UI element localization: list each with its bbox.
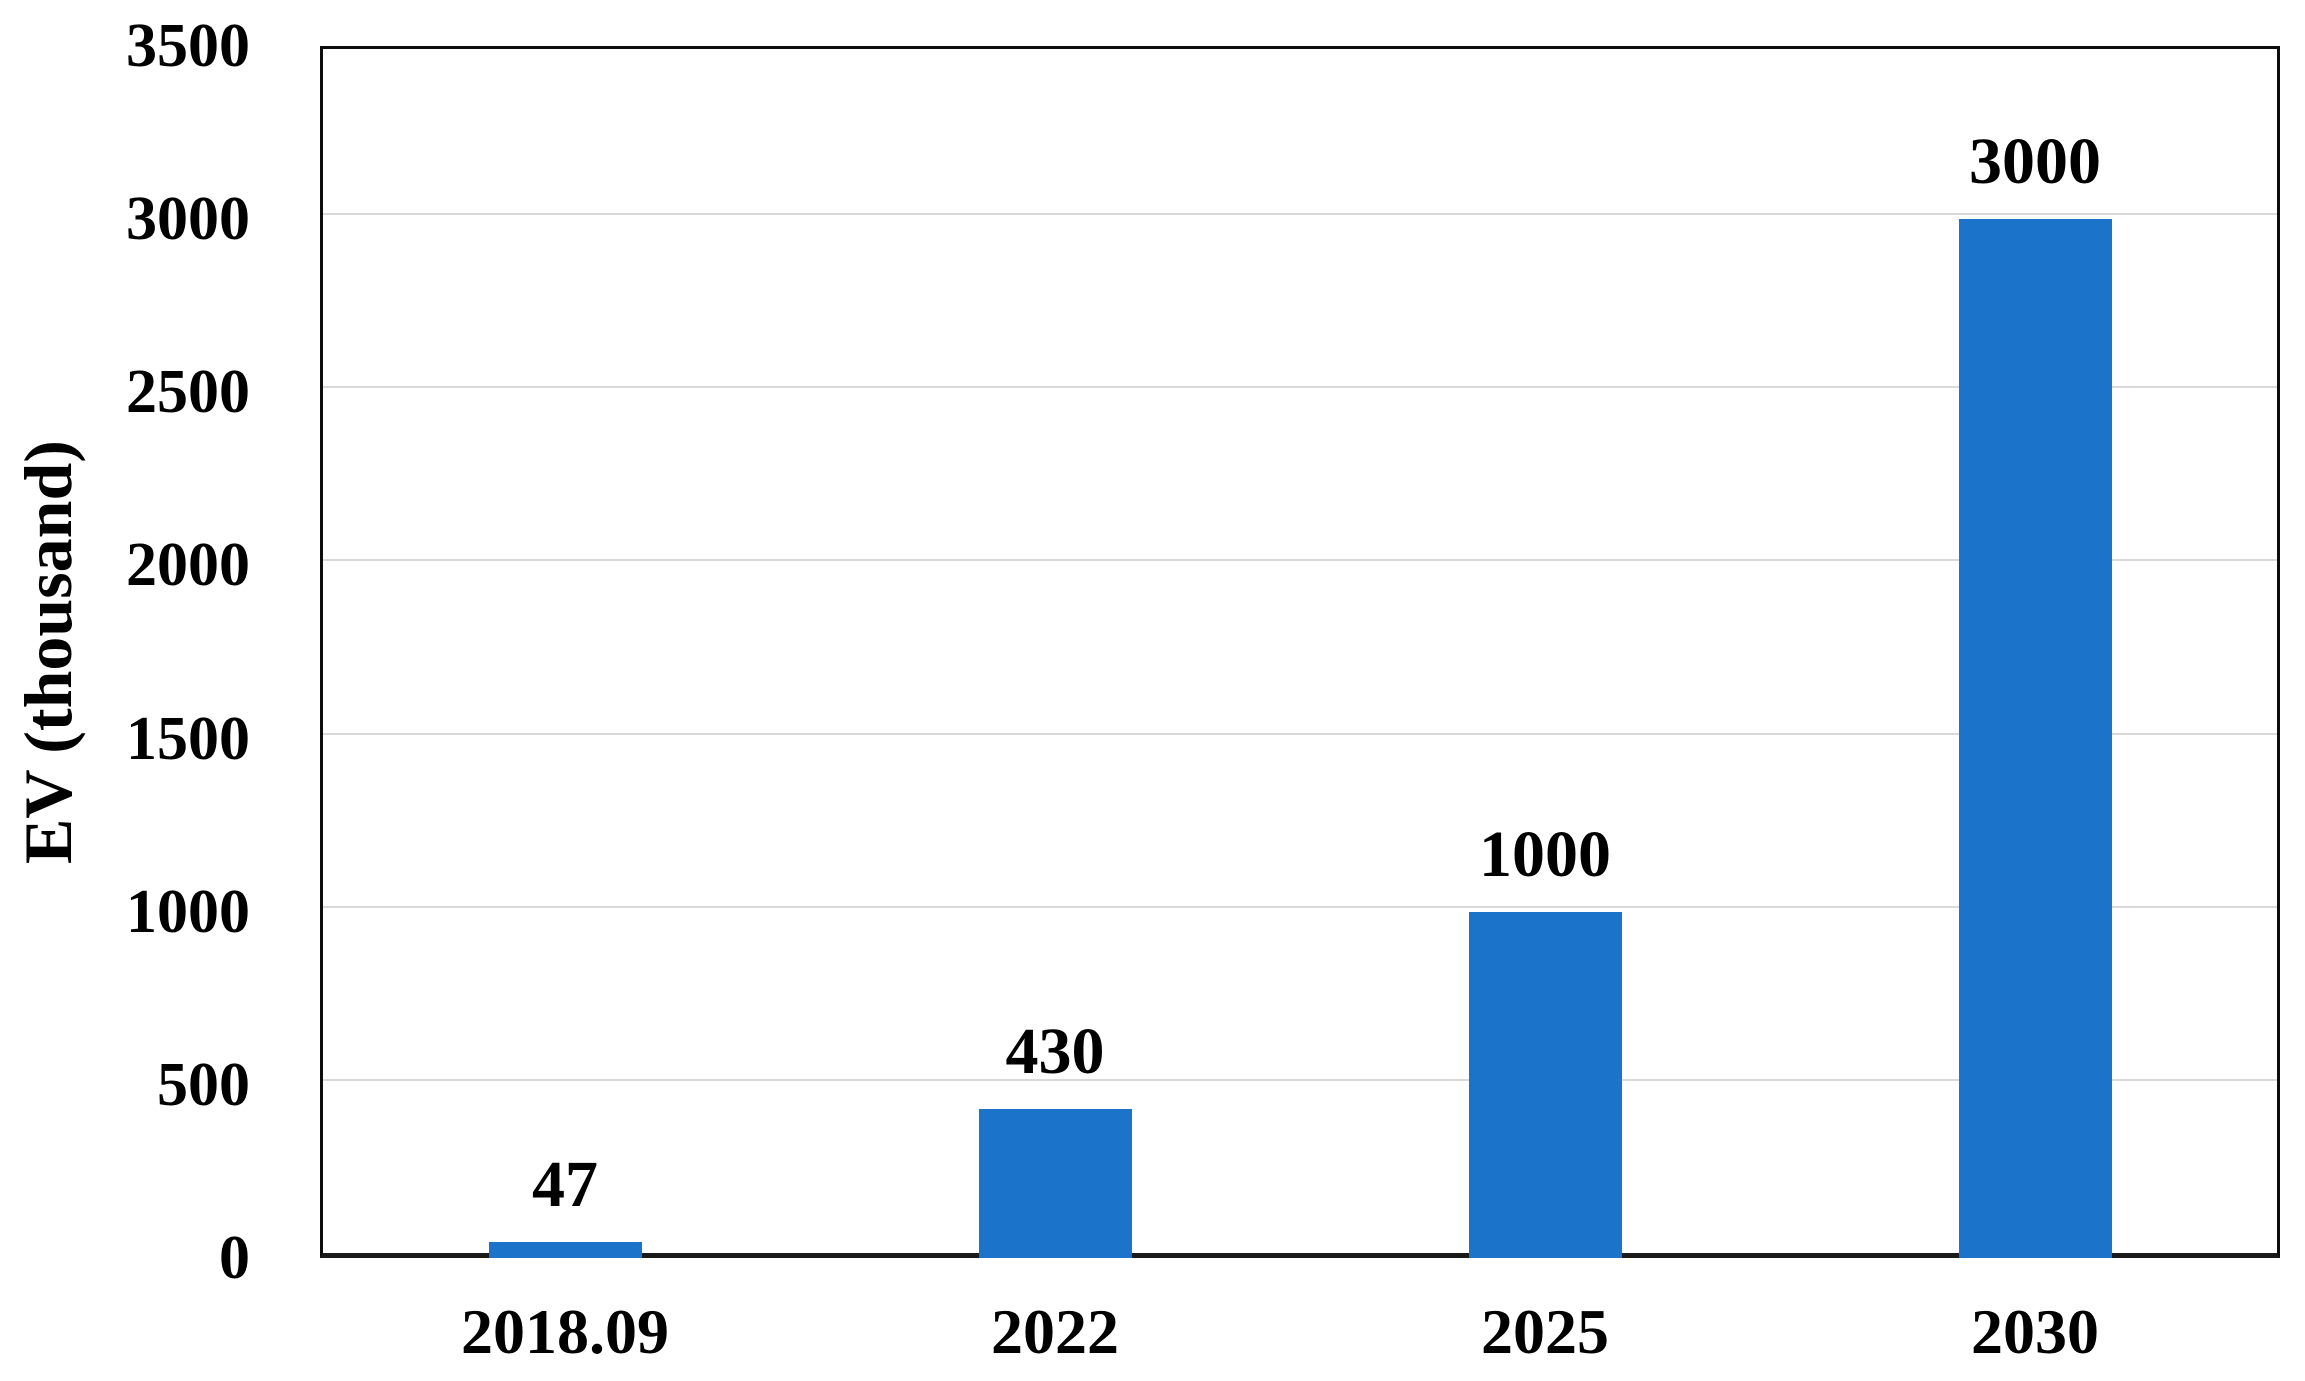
- bar-value-label-2025: 1000: [1479, 817, 1611, 891]
- x-tick-label-2022: 2022: [991, 1296, 1119, 1367]
- bar-2018.09: [488, 1241, 642, 1258]
- bar-value-label-2022: 430: [1005, 1015, 1105, 1089]
- y-axis-title-text: EV (thousand): [10, 440, 86, 864]
- y-tick-label-1000: 1000: [126, 877, 250, 946]
- bar-2030: [1958, 219, 2112, 1258]
- gridline-2500: [323, 386, 2277, 389]
- x-tick-label-2018.09: 2018.09: [461, 1296, 669, 1367]
- bar-2025: [1468, 911, 1622, 1258]
- gridline-3000: [323, 213, 2277, 216]
- gridline-2000: [323, 559, 2277, 562]
- x-tick-label-2025: 2025: [1481, 1296, 1609, 1367]
- bar-value-label-2030: 3000: [1969, 125, 2101, 199]
- y-tick-label-1500: 1500: [126, 704, 250, 773]
- y-tick-label-3000: 3000: [126, 185, 250, 254]
- y-tick-label-500: 500: [157, 1050, 250, 1119]
- bar-value-label-2018.09: 47: [532, 1147, 598, 1221]
- gridline-1000: [323, 905, 2277, 908]
- gridline-500: [323, 1078, 2277, 1081]
- y-tick-label-3500: 3500: [126, 12, 250, 80]
- plot-area: [320, 46, 2280, 1258]
- bar-2022: [978, 1109, 1132, 1258]
- y-tick-label-2000: 2000: [126, 531, 250, 600]
- y-tick-label-2500: 2500: [126, 358, 250, 427]
- gridline-1500: [323, 732, 2277, 735]
- x-tick-label-2030: 2030: [1971, 1296, 2099, 1367]
- y-tick-label-0: 0: [219, 1224, 250, 1292]
